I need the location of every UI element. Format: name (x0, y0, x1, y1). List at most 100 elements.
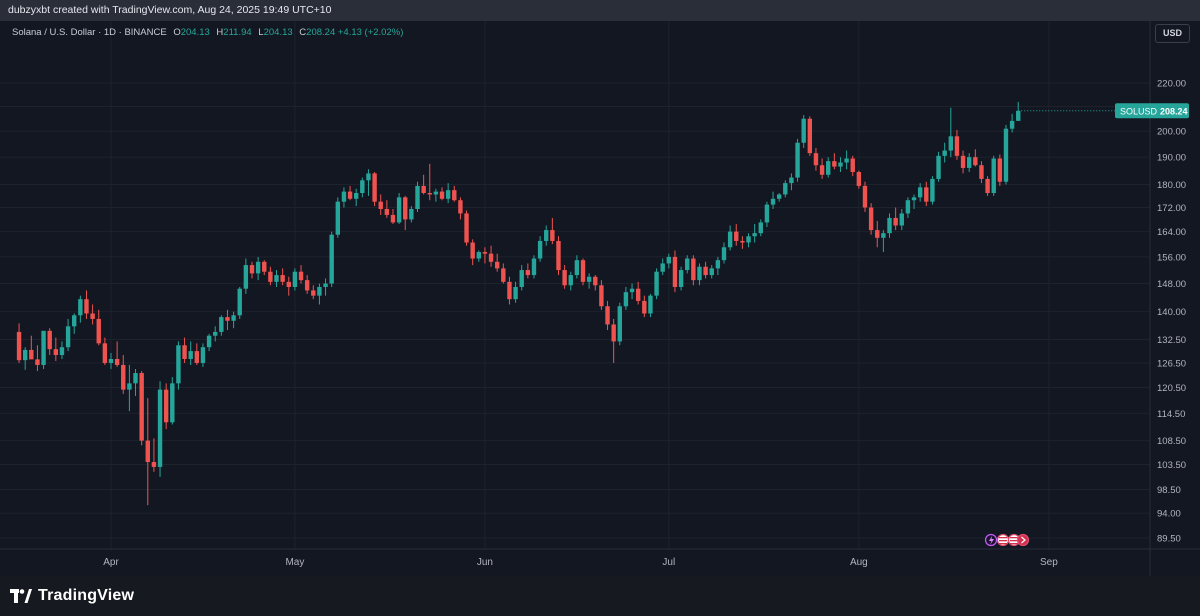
candlestick-chart[interactable]: 220.00210.00200.00190.00180.00172.00164.… (0, 21, 1200, 576)
candle (783, 180, 788, 198)
attribution-bar: dubzyxbt created with TradingView.com, A… (0, 0, 1200, 21)
candle (415, 181, 420, 212)
candle (464, 210, 469, 246)
candle (740, 236, 745, 249)
candle (396, 193, 402, 224)
y-tick-label: 140.00 (1157, 307, 1186, 318)
candle-body (740, 240, 745, 243)
candle (635, 281, 641, 305)
candle-body (323, 283, 328, 287)
y-tick-label: 190.00 (1157, 153, 1186, 164)
vertical-gridlines (110, 21, 1050, 549)
candle (623, 286, 629, 310)
candle-body (237, 288, 242, 316)
y-tick-label: 94.00 (1157, 509, 1181, 520)
candle (403, 195, 408, 231)
candle-body (776, 194, 782, 199)
candle-body (427, 193, 432, 195)
candle (807, 116, 813, 156)
candle (200, 343, 206, 367)
candle-body (654, 271, 659, 296)
candle-body (47, 330, 52, 350)
candle-body (875, 230, 880, 238)
chart-frame[interactable]: 220.00210.00200.00190.00180.00172.00164.… (0, 21, 1200, 576)
candle-body (403, 197, 408, 220)
candle (1009, 113, 1015, 133)
candle-body (764, 204, 770, 223)
candle (556, 236, 561, 276)
last-price-tag-symbol: SOLUSD (1120, 106, 1158, 116)
candle-body (648, 295, 653, 314)
candle-body (188, 351, 193, 359)
candle-body (84, 299, 89, 314)
low-label: L (258, 27, 264, 38)
candle-body (1016, 110, 1021, 121)
symbol-legend[interactable]: Solana / U.S. Dollar · 1D · BINANCE O204… (12, 27, 403, 38)
candle-body (96, 318, 101, 344)
candle (917, 183, 923, 202)
candle-body (206, 335, 212, 348)
candle-body (672, 256, 678, 287)
candle (826, 157, 831, 178)
candle (41, 330, 46, 369)
time-axis[interactable]: Apr May Jun Jul Aug Sep (103, 557, 1058, 568)
y-tick-label: 114.50 (1157, 409, 1185, 420)
x-tick-label: Jul (662, 557, 675, 568)
y-tick-label: 180.00 (1157, 180, 1186, 191)
candle-body (347, 191, 353, 199)
candle-body (709, 268, 714, 276)
candle (519, 265, 524, 291)
close-value: 208.24 (306, 27, 336, 38)
candle-body (574, 260, 580, 276)
candle (458, 197, 463, 220)
candle (599, 280, 604, 310)
event-markers[interactable] (984, 533, 1030, 547)
last-price-tag-price: 208.24 (1160, 106, 1188, 116)
candle-body (991, 158, 996, 194)
y-tick-label: 120.50 (1157, 383, 1186, 394)
candle (709, 265, 714, 279)
candle-body (629, 288, 635, 293)
price-axis[interactable]: 220.00210.00200.00190.00180.00172.00164.… (1157, 79, 1186, 545)
candle (562, 265, 567, 289)
candle (942, 142, 947, 163)
candle-body (72, 315, 77, 327)
candle-body (807, 118, 813, 154)
more-events-icon[interactable] (1016, 533, 1030, 547)
y-tick-label: 126.50 (1157, 358, 1186, 369)
candle-body (789, 177, 794, 184)
candle-body (108, 358, 114, 363)
candle (170, 377, 175, 425)
last-price-tag-bg (1115, 103, 1189, 119)
candle (813, 147, 819, 171)
candle-body (311, 290, 316, 296)
tradingview-logo[interactable]: TradingView (10, 584, 134, 608)
us-flag-event-stripes (1010, 537, 1018, 539)
candle (53, 337, 59, 361)
candle (642, 295, 647, 318)
currency-button[interactable]: USD (1155, 24, 1190, 43)
candle (776, 193, 782, 202)
candle (488, 245, 494, 267)
candle (494, 253, 500, 272)
symbol-title[interactable]: Solana / U.S. Dollar · 1D · BINANCE (12, 27, 167, 38)
x-tick-label: Apr (103, 557, 119, 568)
candle (84, 290, 89, 319)
y-tick-label: 132.50 (1157, 335, 1186, 346)
candle (924, 181, 929, 207)
candle (470, 239, 475, 266)
candle-body (268, 271, 273, 282)
candle (219, 315, 224, 336)
candle (1016, 101, 1021, 121)
candle (133, 368, 138, 397)
candle (225, 309, 230, 331)
candle-body (586, 276, 592, 282)
candle-body (445, 190, 451, 199)
us-flag-event-stripes (999, 540, 1007, 542)
candle-body (255, 261, 261, 274)
candle (231, 311, 236, 329)
candle-body (182, 345, 187, 359)
candle-body (519, 270, 524, 287)
candle (384, 200, 390, 218)
candle-body (114, 358, 120, 365)
